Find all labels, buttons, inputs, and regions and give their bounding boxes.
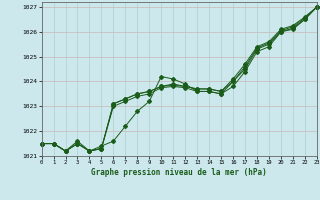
X-axis label: Graphe pression niveau de la mer (hPa): Graphe pression niveau de la mer (hPa): [91, 168, 267, 177]
